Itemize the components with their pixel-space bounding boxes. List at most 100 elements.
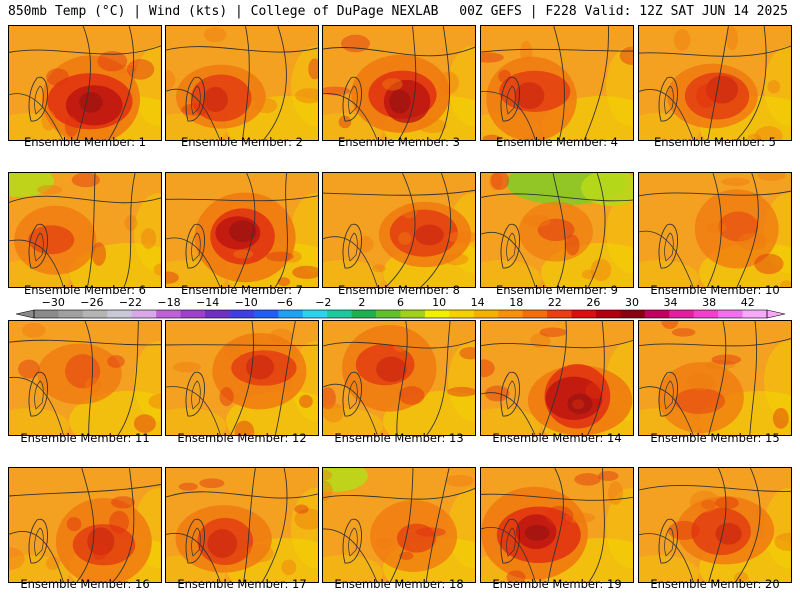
colorbar-swatch — [131, 310, 157, 318]
ensemble-member-label: Ensemble Member: 18 — [334, 577, 464, 591]
colorbar-tick-label: 30 — [624, 296, 639, 309]
ensemble-member-label: Ensemble Member: 14 — [492, 431, 622, 445]
ensemble-panel — [638, 467, 792, 583]
temperature-field — [481, 173, 633, 287]
colorbar-swatch — [547, 310, 573, 318]
ensemble-member-label: Ensemble Member: 7 — [181, 283, 303, 297]
ensemble-member-label: Ensemble Member: 3 — [338, 135, 460, 149]
temperature-field — [323, 173, 475, 287]
temperature-field — [323, 321, 475, 435]
colorbar-tick-label: 26 — [586, 296, 601, 309]
temperature-field — [481, 468, 633, 582]
colorbar-tick-label: 14 — [470, 296, 485, 309]
colorbar-swatch — [205, 310, 230, 318]
colorbar-tick-label: −2 — [315, 296, 332, 309]
temperature-field — [166, 321, 318, 435]
colorbar-tick-label: 42 — [740, 296, 755, 309]
ensemble-panel — [165, 467, 319, 583]
colorbar-tick-label: 6 — [397, 296, 404, 309]
ensemble-panel — [8, 25, 162, 141]
colorbar-swatch — [669, 310, 695, 318]
ensemble-panel — [480, 320, 634, 436]
temperature-field — [166, 26, 318, 140]
ensemble-panel — [8, 172, 162, 288]
colorbar-swatch — [473, 310, 499, 318]
colorbar-swatch — [351, 310, 377, 318]
temperature-field — [639, 173, 791, 287]
colorbar-swatch — [253, 310, 279, 318]
ensemble-member-label: Ensemble Member: 16 — [20, 577, 150, 591]
ensemble-panel — [165, 25, 319, 141]
colorbar-arrow — [766, 309, 786, 319]
colorbar-tick-label: 10 — [432, 296, 447, 309]
temperature-field — [9, 468, 161, 582]
colorbar-swatch — [498, 310, 524, 318]
ensemble-member-label: Ensemble Member: 6 — [24, 283, 146, 297]
ensemble-member-label: Ensemble Member: 10 — [650, 283, 780, 297]
colorbar-tick-label: −26 — [80, 296, 104, 309]
colorbar-swatch — [449, 310, 475, 318]
temperature-field — [639, 26, 791, 140]
ensemble-member-label: Ensemble Member: 20 — [650, 577, 780, 591]
ensemble-member-label: Ensemble Member: 9 — [496, 283, 618, 297]
temperature-field — [481, 321, 633, 435]
ensemble-panel — [638, 25, 792, 141]
colorbar-swatch — [229, 310, 255, 318]
colorbar-tick-label: 34 — [663, 296, 678, 309]
colorbar-swatch — [107, 310, 133, 318]
colorbar-swatch — [571, 310, 597, 318]
temperature-field — [9, 321, 161, 435]
temperature-field — [323, 468, 475, 582]
colorbar-swatch — [595, 310, 621, 318]
colorbar-swatch — [718, 310, 744, 318]
ensemble-panel — [322, 467, 476, 583]
temperature-field — [639, 468, 791, 582]
colorbar-tick-label: −22 — [118, 296, 143, 309]
colorbar-tick-label: −18 — [157, 296, 181, 309]
colorbar-swatch — [400, 310, 426, 318]
colorbar-tick-label: −14 — [195, 296, 220, 309]
colorbar-swatch — [278, 310, 304, 318]
temperature-field — [166, 468, 318, 582]
valid-time: 00Z GEFS | F228 Valid: 12Z SAT JUN 14 20… — [459, 4, 788, 19]
ensemble-panel — [638, 172, 792, 288]
colorbar-tick-label: −30 — [41, 296, 65, 309]
temperature-field — [639, 321, 791, 435]
ensemble-member-label: Ensemble Member: 8 — [338, 283, 460, 297]
ensemble-panel — [480, 467, 634, 583]
colorbar-swatch — [34, 310, 59, 318]
colorbar-swatch — [522, 310, 548, 318]
ensemble-panel — [638, 320, 792, 436]
colorbar-tick-label: 2 — [358, 296, 366, 309]
temperature-field — [9, 173, 161, 287]
colorbar-arrow — [15, 309, 35, 319]
ensemble-member-label: Ensemble Member: 13 — [334, 431, 464, 445]
colorbar-tick-label: 22 — [547, 296, 562, 309]
colorbar-swatch — [376, 310, 401, 318]
colorbar-swatch — [742, 310, 768, 318]
colorbar-swatch — [82, 310, 108, 318]
ensemble-panel — [165, 320, 319, 436]
ensemble-panel — [322, 25, 476, 141]
ensemble-panel — [480, 25, 634, 141]
ensemble-member-label: Ensemble Member: 5 — [654, 135, 776, 149]
ensemble-panel — [322, 320, 476, 436]
colorbar-tick-label: −6 — [276, 296, 293, 309]
colorbar-swatch — [644, 310, 670, 318]
ensemble-panel — [322, 172, 476, 288]
ensemble-member-label: Ensemble Member: 2 — [181, 135, 303, 149]
ensemble-member-label: Ensemble Member: 19 — [492, 577, 622, 591]
ensemble-member-label: Ensemble Member: 4 — [496, 135, 618, 149]
ensemble-member-label: Ensemble Member: 1 — [24, 135, 146, 149]
temperature-field — [9, 26, 161, 140]
colorbar-swatch — [156, 310, 182, 318]
colorbar-tick-label: 18 — [509, 296, 524, 309]
colorbar-swatch — [302, 310, 328, 318]
colorbar-tick-label: −10 — [234, 296, 258, 309]
ensemble-member-label: Ensemble Member: 12 — [177, 431, 307, 445]
temperature-field — [166, 173, 318, 287]
temperature-field — [481, 26, 633, 140]
colorbar-swatch — [620, 310, 646, 318]
colorbar-swatch — [327, 310, 353, 318]
colorbar-swatch — [180, 310, 206, 318]
